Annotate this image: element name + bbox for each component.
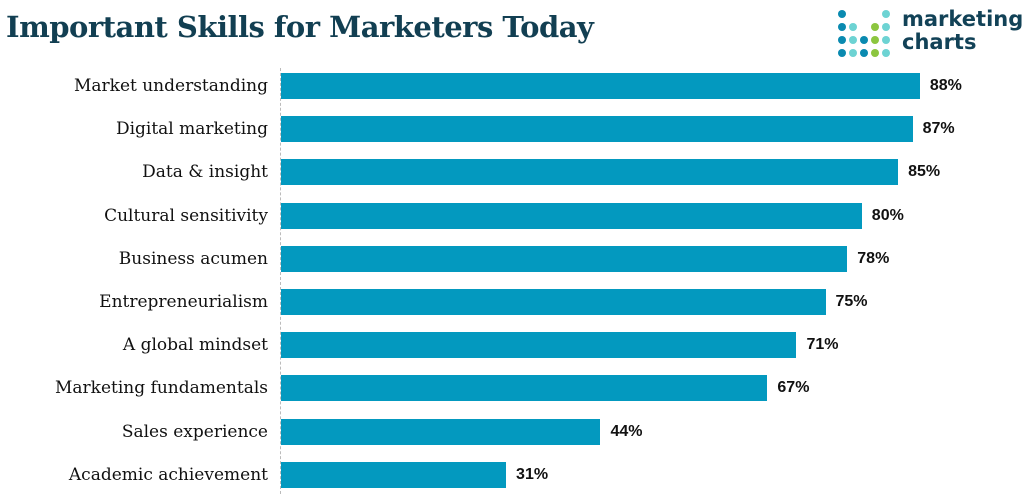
bar-row: Entrepreneurialism 75%: [0, 289, 1024, 315]
bar: [281, 332, 797, 359]
bar-row: Marketing fundamentals 67%: [0, 375, 1024, 402]
logo-dots-icon: [836, 8, 892, 58]
value-label: 80%: [871, 206, 904, 224]
bar: [281, 375, 768, 402]
bar-row: Cultural sensitivity 80%: [0, 202, 1024, 229]
bar-row: Sales experience 44%: [0, 418, 1024, 445]
category-label: Market understanding: [73, 76, 268, 96]
bar: [281, 289, 826, 315]
bar: [281, 202, 862, 229]
chart-title: Important Skills for Marketers Today: [6, 10, 594, 44]
category-label: Sales experience: [121, 421, 268, 442]
value-label: 71%: [806, 336, 839, 354]
bar-row: Business acumen 78%: [0, 245, 1024, 272]
marketingcharts-logo: marketing charts: [836, 8, 1023, 58]
bar-row: Digital marketing 87%: [0, 116, 1024, 143]
logo-line1: marketing: [902, 7, 1024, 31]
category-label: Marketing fundamentals: [55, 378, 268, 399]
category-label: Business acumen: [118, 248, 268, 269]
category-label: Cultural sensitivity: [104, 205, 268, 226]
bar: [281, 116, 913, 143]
bar-row: Data & insight 85%: [0, 159, 1024, 186]
bar-row: Market understanding 88%: [0, 73, 1024, 99]
category-label: Academic achievement: [68, 464, 268, 485]
category-label: A global mindset: [122, 335, 268, 356]
value-label: 75%: [835, 293, 868, 310]
value-label: 87%: [922, 120, 955, 138]
bar-row: A global mindset 71%: [0, 332, 1024, 359]
value-label: 78%: [857, 249, 890, 267]
bar-row: Academic achievement 31%: [0, 461, 1024, 488]
bar: [281, 245, 848, 272]
category-label: Data & insight: [142, 162, 268, 183]
value-label: 88%: [929, 77, 962, 94]
bar: [281, 73, 920, 99]
value-label: 67%: [777, 379, 810, 397]
value-label: 44%: [610, 422, 643, 440]
category-label: Digital marketing: [115, 119, 268, 140]
bar: [281, 159, 899, 186]
logo-text: marketing charts: [902, 8, 1023, 54]
bar: [281, 461, 507, 488]
value-label: 31%: [516, 465, 549, 483]
category-label: Entrepreneurialism: [99, 292, 268, 312]
y-axis-line: [280, 68, 281, 494]
logo-line2: charts: [902, 30, 977, 54]
value-label: 85%: [908, 163, 941, 181]
bar: [281, 418, 601, 445]
